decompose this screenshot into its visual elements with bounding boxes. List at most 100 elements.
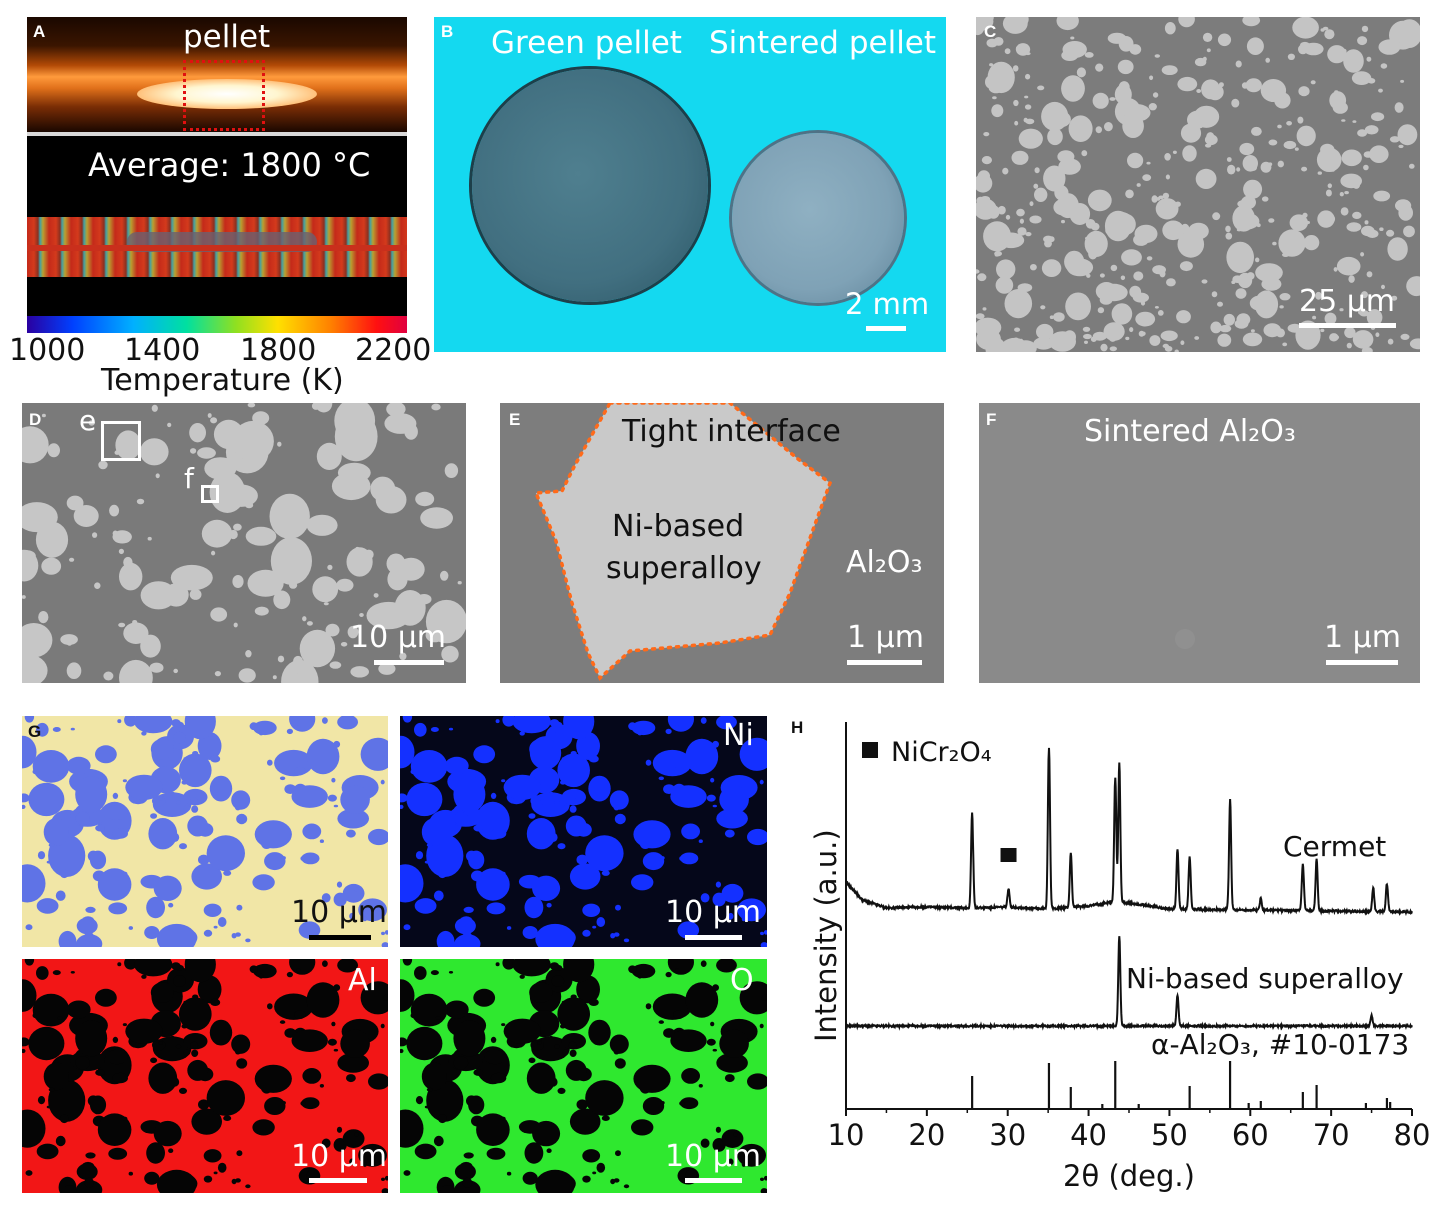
particle bbox=[1149, 335, 1161, 346]
particle bbox=[315, 403, 333, 413]
particle bbox=[426, 1087, 433, 1092]
particle bbox=[565, 815, 587, 837]
particle bbox=[1189, 152, 1194, 157]
particle bbox=[359, 613, 364, 617]
particle bbox=[140, 634, 161, 658]
particle bbox=[1029, 215, 1042, 224]
particle bbox=[1146, 256, 1153, 261]
particle bbox=[645, 1003, 652, 1010]
particle bbox=[673, 1010, 685, 1019]
particle bbox=[22, 502, 58, 533]
particle bbox=[537, 797, 542, 801]
particle bbox=[631, 963, 656, 979]
particle bbox=[1084, 340, 1088, 344]
particle bbox=[1325, 189, 1332, 197]
particle bbox=[665, 728, 672, 735]
particle bbox=[1251, 126, 1262, 136]
particle bbox=[249, 965, 258, 974]
particle bbox=[22, 979, 37, 1012]
particle bbox=[115, 430, 141, 460]
particle bbox=[760, 1177, 764, 1181]
particle bbox=[546, 1148, 552, 1153]
box-f bbox=[201, 485, 219, 503]
particle bbox=[179, 997, 212, 1031]
superalloy-line-1: Ni-based bbox=[612, 509, 745, 544]
particle bbox=[1241, 82, 1248, 89]
particle bbox=[1351, 71, 1372, 85]
particle bbox=[448, 727, 454, 731]
particle bbox=[502, 959, 516, 970]
particle bbox=[681, 823, 700, 840]
particle bbox=[549, 719, 560, 727]
superalloy-series-label: Ni-based superalloy bbox=[1126, 962, 1404, 995]
particle bbox=[25, 1170, 33, 1176]
particle bbox=[1310, 80, 1316, 85]
particle bbox=[76, 917, 98, 935]
particle bbox=[1180, 123, 1202, 143]
particle bbox=[681, 1068, 700, 1084]
particle bbox=[1330, 167, 1335, 172]
particle bbox=[473, 824, 484, 832]
particle bbox=[306, 738, 340, 775]
particle bbox=[1176, 310, 1191, 324]
panel-f-scale-bar bbox=[1326, 660, 1398, 665]
particle bbox=[1366, 271, 1373, 278]
particle bbox=[217, 1162, 227, 1173]
eds-map-ni-image bbox=[400, 716, 767, 947]
nicr2o4-peak-marker bbox=[1000, 848, 1017, 862]
particle bbox=[633, 820, 671, 849]
particle bbox=[203, 1175, 213, 1183]
particle bbox=[1084, 52, 1094, 58]
particle bbox=[37, 1096, 46, 1105]
particle bbox=[1301, 166, 1308, 172]
particle bbox=[232, 575, 244, 588]
particle bbox=[1092, 92, 1109, 109]
particle bbox=[1092, 331, 1107, 341]
particle bbox=[1286, 121, 1292, 126]
particle bbox=[144, 1171, 160, 1185]
particle bbox=[60, 634, 78, 645]
particle bbox=[355, 546, 360, 551]
panel-d-label: D bbox=[29, 410, 42, 429]
particle bbox=[327, 1038, 337, 1046]
sintered-pellet-title: Sintered pellet bbox=[709, 25, 937, 61]
particle bbox=[187, 1059, 209, 1081]
particle bbox=[1017, 283, 1033, 292]
particle bbox=[1110, 264, 1118, 272]
particle bbox=[1033, 337, 1054, 350]
particle bbox=[103, 671, 114, 681]
particle bbox=[337, 1053, 370, 1073]
particle bbox=[1152, 265, 1166, 275]
particle bbox=[1357, 36, 1368, 46]
particle bbox=[46, 1105, 52, 1109]
particle bbox=[175, 1044, 182, 1049]
particle bbox=[1166, 278, 1176, 287]
particle bbox=[1162, 220, 1185, 241]
panel-c-scale-text: 25 μm bbox=[1299, 284, 1396, 319]
particle bbox=[342, 1129, 365, 1148]
overlay-scale-bar bbox=[309, 935, 371, 940]
particle bbox=[22, 1048, 26, 1054]
particle bbox=[1058, 158, 1081, 175]
particle bbox=[501, 1023, 506, 1027]
particle bbox=[105, 1049, 128, 1065]
particle bbox=[293, 655, 303, 667]
particle bbox=[312, 576, 339, 603]
particle bbox=[1340, 173, 1362, 189]
particle bbox=[512, 716, 551, 734]
particle bbox=[1085, 219, 1096, 229]
superalloy-line-2: superalloy bbox=[606, 551, 762, 586]
particle bbox=[22, 550, 36, 562]
particle bbox=[1320, 328, 1325, 333]
particle bbox=[1085, 236, 1089, 240]
particle bbox=[340, 785, 370, 814]
particle bbox=[490, 1036, 497, 1043]
particle bbox=[1225, 232, 1233, 240]
particle bbox=[400, 793, 408, 803]
particle bbox=[184, 959, 216, 983]
particle bbox=[406, 782, 443, 817]
particle bbox=[453, 776, 486, 813]
particle bbox=[191, 1108, 222, 1135]
particle bbox=[331, 1021, 336, 1027]
particle bbox=[1202, 56, 1207, 62]
